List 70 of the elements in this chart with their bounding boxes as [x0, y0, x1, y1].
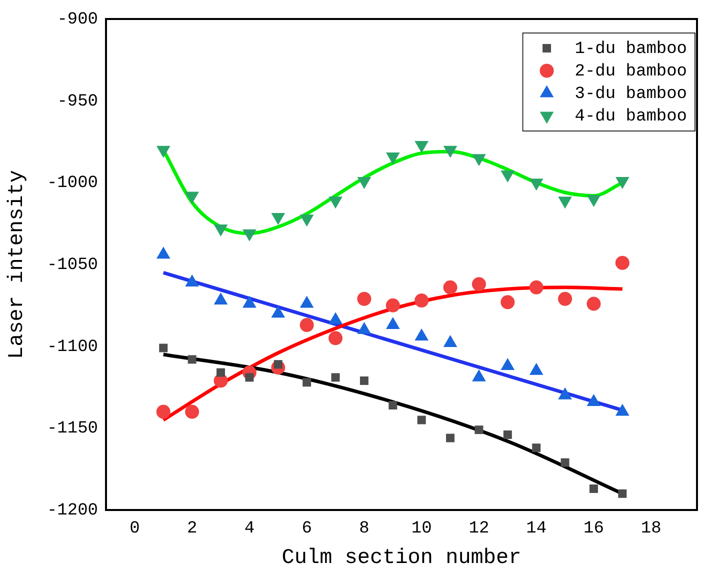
- x-tick-label: 10: [411, 520, 432, 539]
- point: [558, 292, 572, 306]
- y-tick-label: -1100: [46, 338, 98, 357]
- y-tick-label: -900: [57, 10, 98, 30]
- point: [271, 213, 286, 226]
- y-tick-label: -1200: [46, 502, 98, 520]
- point: [414, 294, 429, 308]
- point: [529, 280, 544, 294]
- point: [532, 444, 541, 452]
- point: [388, 401, 398, 410]
- point: [558, 196, 572, 209]
- legend-label: 3-du bamboo: [574, 84, 687, 104]
- point: [216, 368, 225, 377]
- point: [414, 141, 429, 154]
- point: [589, 484, 598, 493]
- point: [386, 152, 400, 164]
- x-tick-label: 12: [468, 520, 490, 539]
- point: [185, 404, 200, 419]
- point: [156, 404, 170, 419]
- x-tick-label: 6: [302, 520, 312, 539]
- point: [357, 177, 372, 190]
- point: [500, 295, 515, 310]
- point: [357, 292, 372, 306]
- point: [586, 296, 601, 311]
- point: [446, 434, 455, 442]
- point: [472, 277, 486, 292]
- point: [188, 355, 196, 364]
- point: [615, 256, 630, 270]
- point: [331, 373, 340, 382]
- x-tick-label: 8: [359, 520, 370, 539]
- y-tick-label: -1050: [46, 256, 98, 275]
- x-tick-label: 18: [640, 520, 662, 539]
- x-tick-label: 4: [244, 520, 255, 539]
- point: [245, 373, 254, 382]
- point: [185, 192, 199, 204]
- legend-label: 2-du bamboo: [574, 62, 687, 82]
- x-tick-label: 14: [526, 520, 547, 539]
- point: [156, 146, 170, 158]
- point: [443, 146, 458, 158]
- legend-label: 4-du bamboo: [574, 107, 687, 126]
- point: [214, 224, 228, 236]
- point: [618, 489, 627, 498]
- point: [328, 331, 343, 346]
- y-axis-title: Laser intensity: [6, 170, 30, 360]
- point: [360, 376, 368, 385]
- x-tick-label: 0: [130, 520, 140, 539]
- point: [586, 195, 601, 208]
- point: [503, 430, 512, 439]
- point: [300, 214, 314, 227]
- point: [386, 298, 400, 312]
- point: [529, 178, 544, 191]
- point: [159, 344, 168, 352]
- y-tick-label: -1000: [46, 174, 98, 194]
- point: [560, 458, 570, 467]
- point: [615, 177, 630, 190]
- point: [242, 229, 256, 242]
- point: [417, 416, 426, 424]
- legend-label: 1-du bamboo: [574, 40, 687, 59]
- x-axis-title: Culm section number: [282, 546, 522, 570]
- point: [500, 170, 515, 182]
- y-tick-label: -1150: [46, 420, 98, 439]
- point: [474, 426, 484, 434]
- x-tick-label: 16: [584, 520, 604, 539]
- point: [328, 196, 342, 209]
- x-tick-label: 2: [186, 520, 198, 539]
- y-tick-label: -950: [57, 92, 98, 112]
- point: [302, 378, 312, 387]
- point: [300, 318, 314, 332]
- point: [443, 280, 458, 294]
- point: [472, 154, 486, 166]
